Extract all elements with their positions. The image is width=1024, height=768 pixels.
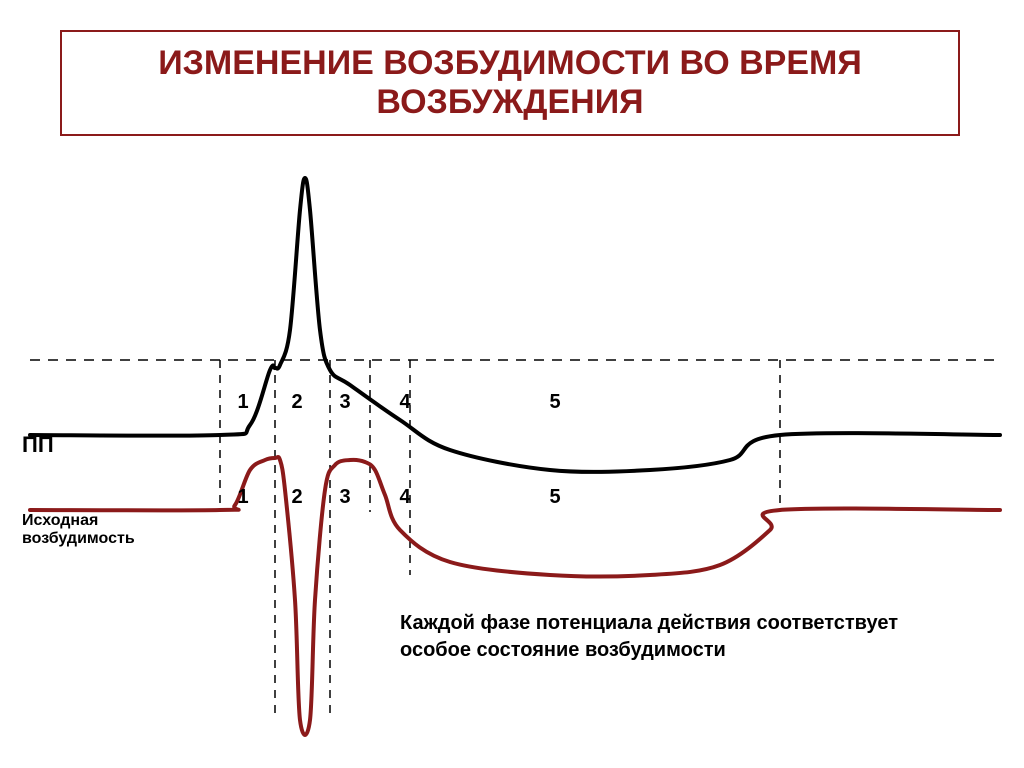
svg-text:3: 3 [339,391,350,413]
svg-text:4: 4 [399,486,411,508]
svg-text:5: 5 [549,391,560,413]
page-title: ИЗМЕНЕНИЕ ВОЗБУДИМОСТИ ВО ВРЕМЯ ВОЗБУЖДЕ… [82,44,938,122]
svg-text:5: 5 [549,486,560,508]
pp-label: ПП [22,432,54,458]
svg-text:3: 3 [339,486,350,508]
diagram-container: 1 2 3 4 5 1 2 3 4 5 [0,160,1024,760]
title-box: ИЗМЕНЕНИЕ ВОЗБУДИМОСТИ ВО ВРЕМЯ ВОЗБУЖДЕ… [60,30,960,136]
svg-text:2: 2 [291,391,302,413]
svg-text:4: 4 [399,391,411,413]
svg-text:2: 2 [291,486,302,508]
svg-text:1: 1 [237,391,248,413]
caption-text: Каждой фазе потенциала действия соответс… [400,610,960,664]
physiology-diagram: 1 2 3 4 5 1 2 3 4 5 [0,160,1024,760]
baseline-excitability-label: Исходнаявозбудимость [22,512,135,548]
svg-text:1: 1 [237,486,248,508]
